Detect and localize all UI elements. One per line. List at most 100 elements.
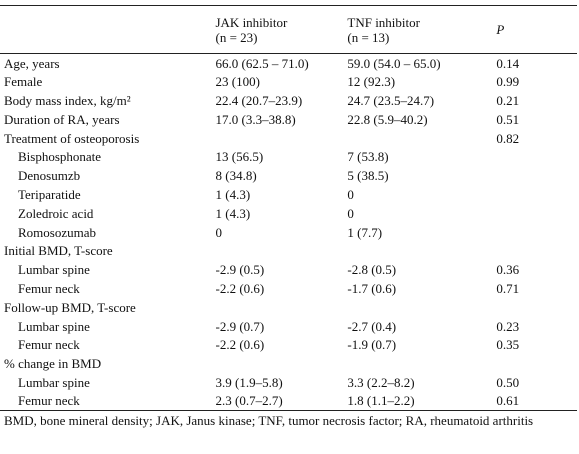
header-row: JAK inhibitor (n = 23) TNF inhibitor (n = … bbox=[0, 6, 577, 54]
cell: 0.21 bbox=[496, 92, 520, 108]
cell: -2.7 (0.4) bbox=[347, 318, 397, 334]
header-cell: TNF inhibitor (n = 13) bbox=[347, 6, 496, 54]
cell: 1 (4.3) bbox=[215, 186, 251, 202]
sub-row: Zoledroic acid 1 (4.3) 0 bbox=[0, 204, 577, 223]
cell: -2.9 (0.5) bbox=[215, 262, 265, 278]
row-label: Lumbar spine bbox=[18, 262, 90, 278]
cell: 5 (38.5) bbox=[347, 168, 389, 184]
sub-row: Teriparatide 1 (4.3) 0 bbox=[0, 185, 577, 204]
cell: 0 bbox=[215, 224, 222, 240]
sub-row: Lumbar spine -2.9 (0.7) -2.7 (0.4) 0.23 bbox=[0, 317, 577, 336]
row: Age, years 66.0 (62.5 – 71.0) 59.0 (54.0 –… bbox=[0, 54, 577, 73]
row-label: Lumbar spine bbox=[18, 318, 90, 334]
table: JAK inhibitor (n = 23) TNF inhibitor (n = … bbox=[0, 5, 577, 411]
cell: 1 (7.7) bbox=[347, 224, 383, 240]
sub-row: Femur neck -2.2 (0.6) -1.7 (0.6) 0.71 bbox=[0, 279, 577, 298]
row-label: Femur neck bbox=[18, 337, 80, 353]
row: Duration of RA, years 17.0 (3.3–38.8) 22.8… bbox=[0, 110, 577, 129]
cell: -2.2 (0.6) bbox=[215, 337, 265, 353]
cell bbox=[496, 204, 577, 223]
cell: 17.0 (3.3–38.8) bbox=[215, 111, 296, 127]
cell: 23 (100) bbox=[215, 74, 260, 90]
cell bbox=[496, 147, 577, 166]
header-text: (n = 13) bbox=[347, 29, 390, 45]
cell: 0.82 bbox=[496, 130, 520, 146]
row-label: Denosumzb bbox=[18, 168, 81, 184]
row-label: Teriparatide bbox=[18, 186, 81, 202]
row-label: Duration of RA, years bbox=[4, 111, 120, 127]
cell: 66.0 (62.5 – 71.0) bbox=[215, 55, 309, 71]
cell: 13 (56.5) bbox=[215, 149, 264, 165]
sub-row: Femur neck 2.3 (0.7–2.7) 1.8 (1.1–2.2) 0.61 bbox=[0, 392, 577, 411]
cell: 1.8 (1.1–2.2) bbox=[347, 393, 415, 409]
cell: 0.23 bbox=[496, 318, 520, 334]
cell bbox=[496, 298, 577, 317]
cell bbox=[215, 298, 347, 317]
table-body: Age, years 66.0 (62.5 – 71.0) 59.0 (54.0 –… bbox=[0, 54, 577, 411]
cell bbox=[347, 129, 496, 148]
cell: 0.51 bbox=[496, 111, 520, 127]
cell bbox=[496, 185, 577, 204]
sub-row: Lumbar spine 3.9 (1.9–5.8) 3.3 (2.2–8.2) 0.… bbox=[0, 373, 577, 392]
cell bbox=[347, 298, 496, 317]
row-label: % change in BMD bbox=[4, 356, 102, 372]
cell: -2.2 (0.6) bbox=[215, 280, 265, 296]
row: Follow-up BMD, T-score bbox=[0, 298, 577, 317]
cell: 24.7 (23.5–24.7) bbox=[347, 92, 435, 108]
cell: -1.9 (0.7) bbox=[347, 337, 397, 353]
row-label: Treatment of osteoporosis bbox=[4, 130, 140, 146]
row-label: Femur neck bbox=[18, 280, 80, 296]
cell: 0.50 bbox=[496, 374, 520, 390]
cell: 0 bbox=[347, 205, 354, 221]
cell: 0.14 bbox=[496, 55, 520, 71]
document: JAK inhibitor (n = 23) TNF inhibitor (n = … bbox=[0, 5, 577, 429]
header-text: (n = 23) bbox=[215, 29, 258, 45]
cell: 8 (34.8) bbox=[215, 168, 257, 184]
cell: 3.3 (2.2–8.2) bbox=[347, 374, 415, 390]
footnote: BMD, bone mineral density; JAK, Janus ki… bbox=[4, 413, 534, 429]
cell: 22.4 (20.7–23.9) bbox=[215, 92, 303, 108]
cell: 1 (4.3) bbox=[215, 205, 251, 221]
table-header: JAK inhibitor (n = 23) TNF inhibitor (n = … bbox=[0, 5, 577, 54]
cell: 2.3 (0.7–2.7) bbox=[215, 393, 283, 409]
sub-row: Lumbar spine -2.9 (0.5) -2.8 (0.5) 0.36 bbox=[0, 260, 577, 279]
cell bbox=[496, 223, 577, 242]
row-label: Female bbox=[4, 74, 43, 90]
row: Female 23 (100) 12 (92.3) 0.99 bbox=[0, 72, 577, 91]
row-label: Initial BMD, T-score bbox=[4, 243, 113, 259]
cell bbox=[215, 129, 347, 148]
row-label: Lumbar spine bbox=[18, 374, 90, 390]
row: Body mass index, kg/m² 22.4 (20.7–23.9) 24… bbox=[0, 91, 577, 110]
cell: 0.61 bbox=[496, 393, 520, 409]
row: Treatment of osteoporosis 0.82 bbox=[0, 129, 577, 148]
header-cell: P bbox=[496, 22, 505, 37]
row-label: Follow-up BMD, T-score bbox=[4, 299, 136, 315]
cell: -2.8 (0.5) bbox=[347, 262, 397, 278]
header-text: JAK inhibitor bbox=[215, 14, 288, 30]
header-cell: JAK inhibitor (n = 23) bbox=[215, 6, 347, 54]
cell: 0.99 bbox=[496, 74, 520, 90]
cell: 0.36 bbox=[496, 262, 520, 278]
cell: 0.35 bbox=[496, 337, 520, 353]
sub-row: Romosozumab 0 1 (7.7) bbox=[0, 223, 577, 242]
cell: 3.9 (1.9–5.8) bbox=[215, 374, 283, 390]
row: Initial BMD, T-score bbox=[0, 241, 577, 260]
row-label: Bisphosphonate bbox=[18, 149, 102, 165]
cell: -2.9 (0.7) bbox=[215, 318, 265, 334]
header-cell bbox=[0, 6, 215, 54]
cell: 22.8 (5.9–40.2) bbox=[347, 111, 428, 127]
cell bbox=[215, 241, 347, 260]
cell bbox=[496, 354, 577, 373]
cell: -1.7 (0.6) bbox=[347, 280, 397, 296]
cell bbox=[347, 354, 496, 373]
row-label: Romosozumab bbox=[18, 224, 96, 240]
cell: 0.71 bbox=[496, 280, 520, 296]
row-label: Femur neck bbox=[18, 393, 80, 409]
cell: 0 bbox=[347, 186, 354, 202]
cell bbox=[496, 166, 577, 185]
sub-row: Femur neck -2.2 (0.6) -1.9 (0.7) 0.35 bbox=[0, 335, 577, 354]
row-label: Age, years bbox=[4, 55, 60, 71]
sub-row: Bisphosphonate 13 (56.5) 7 (53.8) bbox=[0, 147, 577, 166]
cell bbox=[496, 241, 577, 260]
